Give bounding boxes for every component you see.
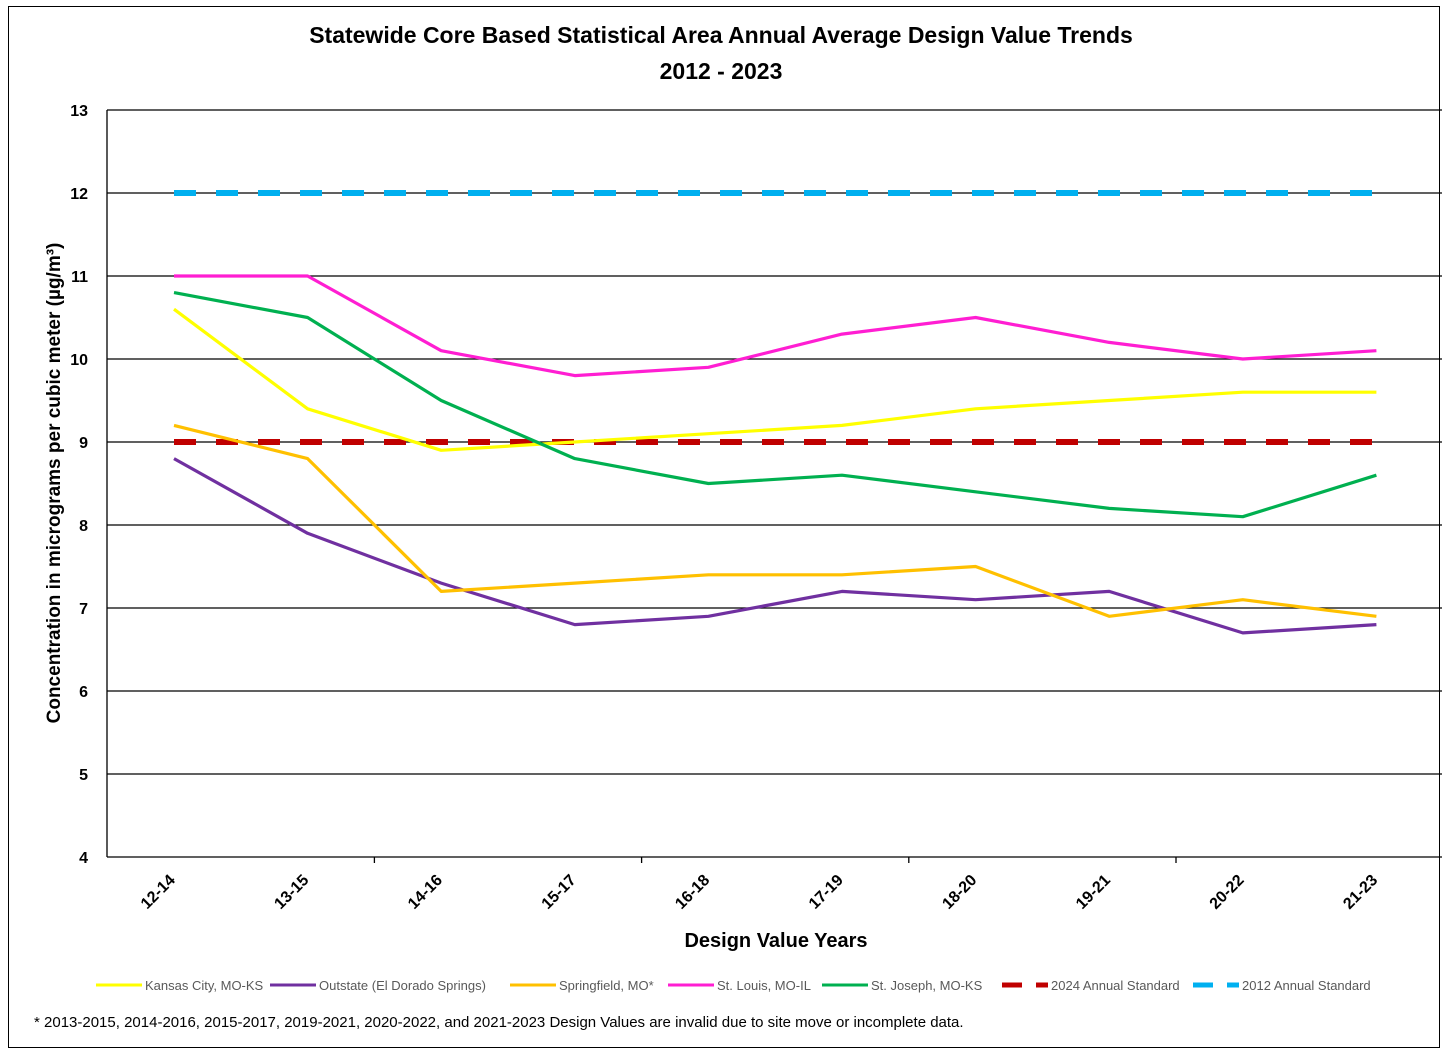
chart-frame <box>8 6 1440 1048</box>
x-tick-label: 15-17 <box>539 872 580 913</box>
chart-title: Statewide Core Based Statistical Area An… <box>309 22 1133 48</box>
series-line-st-louis-mo-il <box>174 274 1377 378</box>
y-tick-label: 11 <box>71 269 88 286</box>
x-tick-label: 17-19 <box>806 872 847 913</box>
y-tick-label: 12 <box>70 186 88 203</box>
series-line-outstate-el-dorado-springs <box>173 457 1377 635</box>
x-tick-label: 16-18 <box>672 872 713 913</box>
y-tick-label: 9 <box>79 435 88 452</box>
x-tick-label: 19-21 <box>1073 872 1114 913</box>
x-tick-label: 20-22 <box>1207 872 1248 913</box>
y-tick-label: 4 <box>79 850 88 867</box>
legend-label: 2012 Annual Standard <box>1242 978 1371 993</box>
series-lines <box>173 190 1377 635</box>
series-line-springfield-mo <box>173 423 1377 618</box>
legend-label: Springfield, MO* <box>559 978 654 993</box>
gridlines <box>106 109 1442 858</box>
y-tick-label: 7 <box>79 601 88 618</box>
legend-label: 2024 Annual Standard <box>1051 978 1180 993</box>
legend-label: St. Louis, MO-IL <box>717 978 811 993</box>
legend: Kansas City, MO-KS Outstate (El Dorado Sp… <box>96 978 1371 993</box>
y-axis-ticks: 4 5 6 7 8 9 10 11 12 13 <box>70 103 88 867</box>
y-tick-label: 6 <box>79 684 88 701</box>
y-tick-label: 13 <box>70 103 88 120</box>
y-tick-label: 10 <box>70 352 88 369</box>
footnote: * 2013-2015, 2014-2016, 2015-2017, 2019-… <box>34 1014 964 1031</box>
y-tick-label: 5 <box>79 767 88 784</box>
x-axis-ticks: 12-14 13-15 14-16 15-17 16-18 17-19 18-20 19-21… <box>138 857 1381 913</box>
x-tick-label: 21-23 <box>1340 872 1381 913</box>
y-axis-label: Concentration in micrograms per cubic me… <box>44 243 65 724</box>
series-line-st-joseph-mo-ks <box>173 291 1377 519</box>
chart-subtitle: 2012 - 2023 <box>659 58 783 84</box>
x-tick-label: 12-14 <box>138 872 179 913</box>
x-axis-label: Design Value Years <box>684 930 867 952</box>
x-tick-label: 14-16 <box>405 872 446 913</box>
y-tick-label: 8 <box>79 518 88 535</box>
legend-label: Outstate (El Dorado Springs) <box>319 978 486 993</box>
x-tick-label: 18-20 <box>939 872 980 913</box>
series-line-kansas-city-mo-ks <box>173 307 1377 452</box>
x-tick-label: 13-15 <box>271 872 312 913</box>
legend-label: St. Joseph, MO-KS <box>871 978 983 993</box>
legend-label: Kansas City, MO-KS <box>145 978 264 993</box>
